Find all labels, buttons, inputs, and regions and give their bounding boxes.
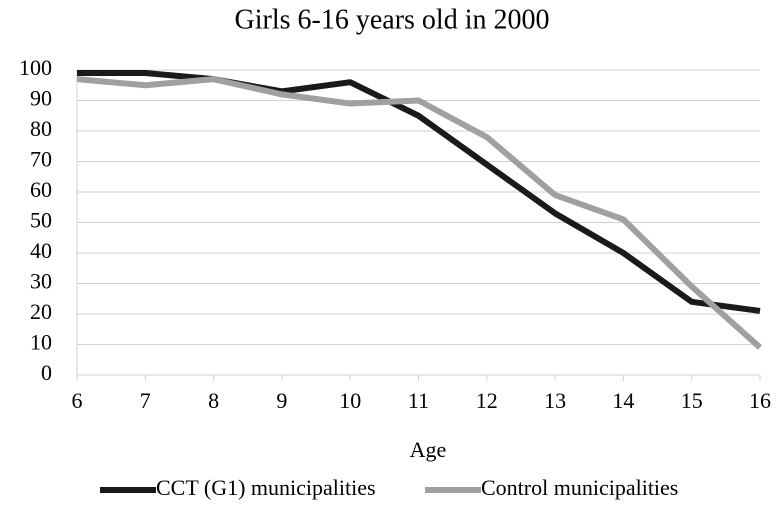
y-tick-label: 10 (30, 330, 52, 355)
y-tick-label: 80 (30, 116, 52, 141)
y-tick-label: 100 (19, 55, 52, 80)
x-axis-label: Age (410, 437, 447, 462)
x-tick-label: 9 (276, 388, 287, 413)
x-tick-label: 14 (612, 388, 634, 413)
x-tick-label: 16 (749, 388, 771, 413)
y-tick-label: 50 (30, 208, 52, 233)
y-tick-label: 90 (30, 86, 52, 111)
x-tick-label: 12 (476, 388, 498, 413)
series-line (77, 70, 761, 314)
legend-label: Control municipalities (481, 475, 678, 500)
series-line (76, 76, 762, 350)
y-tick-label: 40 (30, 238, 52, 263)
x-tick-label: 10 (339, 388, 361, 413)
y-tick-label: 60 (30, 177, 52, 202)
y-tick-label: 70 (30, 147, 52, 172)
y-tick-label: 20 (30, 299, 52, 324)
y-tick-label: 30 (30, 269, 52, 294)
chart-title: Girls 6-16 years old in 2000 (235, 4, 550, 35)
x-tick-label: 15 (681, 388, 703, 413)
x-tick-label: 11 (408, 388, 429, 413)
legend-label: CCT (G1) municipalities (156, 475, 376, 500)
x-tick-label: 6 (72, 388, 83, 413)
y-tick-label: 0 (41, 360, 52, 385)
x-tick-label: 7 (140, 388, 151, 413)
x-tick-label: 13 (544, 388, 566, 413)
x-tick-label: 8 (208, 388, 219, 413)
